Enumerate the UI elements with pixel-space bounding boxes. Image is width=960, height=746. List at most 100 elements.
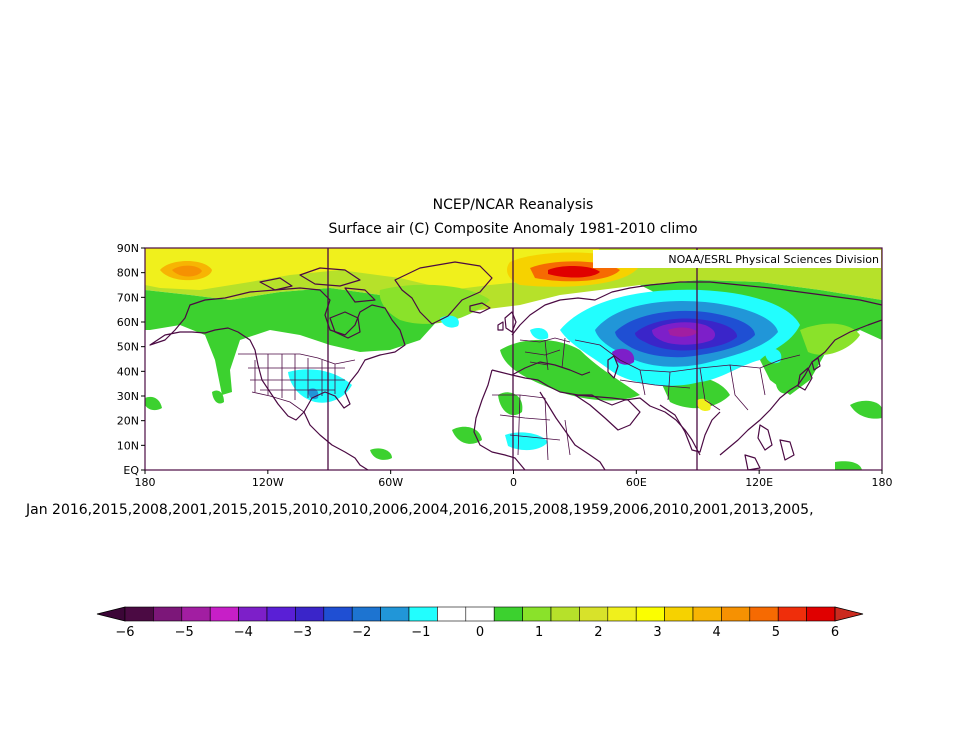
colorbar-swatch [721,606,751,622]
colorbar-label: 1 [535,625,543,640]
colorbar-label: −4 [234,625,253,640]
country-borders [238,337,801,461]
lat-tick-label: 70N [117,291,139,304]
years-line: Jan 2016,2015,2008,2001,2015,2015,2010,2… [25,502,814,518]
us-states-grid [248,354,345,400]
colorbar-swatch [351,606,381,622]
colorbar-swatch [323,606,353,622]
pacific-north-warm [212,390,224,404]
far-east-warm [800,323,860,355]
lon-tick-label: 60W [378,476,403,489]
colorbar-swatch [153,606,183,622]
colorbar-swatch [295,606,325,622]
lat-tick-label: 50N [117,341,139,354]
colorbar-swatch [806,606,836,622]
us-mexico-border [251,391,305,413]
arctic-yellow-band [145,248,600,290]
russia-border [574,339,801,373]
japan-coast [797,357,821,391]
north-atlantic-cool [440,315,459,328]
credit-box [593,250,881,268]
colorbar-left-arrow [96,606,126,622]
colorbar: −6 −5 −4 −3 −2 −1 0 1 2 3 4 5 6 [96,606,864,640]
colorbar-swatch [380,606,410,622]
colorbar-label: 2 [594,625,602,640]
siberia-cold-center [668,327,698,337]
colorbar-swatch [692,606,722,622]
arctic-islands [259,267,376,303]
colorbar-swatch [238,606,268,622]
se-asia-islands [744,424,795,470]
lat-tick-label: 30N [117,390,139,403]
colorbar-swatch [635,606,665,622]
colorbar-label: −3 [293,625,312,640]
colorbar-swatch [437,606,467,622]
west-pacific-warm [850,400,882,419]
colorbar-label: 4 [713,625,721,640]
lat-tick-label: 10N [117,439,139,452]
africa-warm [498,392,523,416]
coastlines [149,261,882,470]
lon-tick-label: 120W [252,476,284,489]
colorbar-swatch [749,606,779,622]
colorbar-swatch [209,606,239,622]
central-america-coast [303,411,369,470]
uk-coast [497,311,517,333]
colorbar-label: 6 [831,625,839,640]
colorbar-right-arrow [834,606,864,622]
europe-borders [519,337,571,371]
colorbar-label: 5 [772,625,780,640]
europe-cool-patch [530,327,549,340]
south-pacific-warm [835,461,862,470]
lon-tick-label: 180 [135,476,156,489]
colorbar-swatch [522,606,552,622]
lat-tick-label: 40N [117,365,139,378]
colorbar-swatch [664,606,694,622]
arctic-pacific-core [172,265,202,277]
southeast-us-cool [288,369,352,403]
latitude-axis: EQ 10N 20N 30N 40N 50N 60N 70N 80N 90N [117,242,145,477]
east-siberia-cyan [764,348,782,364]
colorbar-swatch [408,606,438,622]
colorbar-swatch [465,606,495,622]
west-siberia-cold [612,348,635,365]
colorbar-label: −6 [115,625,134,640]
lon-tick-label: 60E [626,476,647,489]
us-canada-border [238,353,356,365]
greenland-coast [394,261,493,325]
hudson-bay-coast [329,311,361,339]
lon-tick-label: 120E [745,476,773,489]
india-coast [659,404,721,453]
east-asia-warm-patch [776,382,791,394]
mediterranean-coast [511,361,591,376]
lon-tick-label: 0 [510,476,517,489]
colorbar-swatch [181,606,211,622]
africa-coast [473,369,606,470]
meridian-lines [327,248,698,470]
asia-borders [619,364,766,411]
figure-title: NCEP/NCAR Reanalysis [433,197,594,213]
iceland-coast [469,302,491,314]
lat-tick-label: 80N [117,267,139,280]
colorbar-swatch [607,606,637,622]
barents-hot-red [548,266,600,278]
arabia-coast [574,394,641,431]
colorbar-swatch [124,606,154,622]
colorbar-label: −5 [175,625,194,640]
colorbar-label: −2 [352,625,371,640]
lat-tick-label: 90N [117,242,139,255]
colorbar-swatch [777,606,807,622]
lat-tick-label: EQ [123,464,139,477]
figure-subtitle: Surface air (C) Composite Anomaly 1981-2… [328,221,697,237]
colorbar-swatch [266,606,296,622]
colorbar-label: 3 [653,625,661,640]
lat-tick-label: 60N [117,316,139,329]
eurasia-coast [491,281,882,456]
colorbar-swatch [579,606,609,622]
caribbean-warm [370,448,392,460]
colorbar-swatch [493,606,523,622]
north-africa-cool [505,432,548,451]
colorbar-label: −1 [411,625,430,640]
africa-borders [492,394,571,461]
